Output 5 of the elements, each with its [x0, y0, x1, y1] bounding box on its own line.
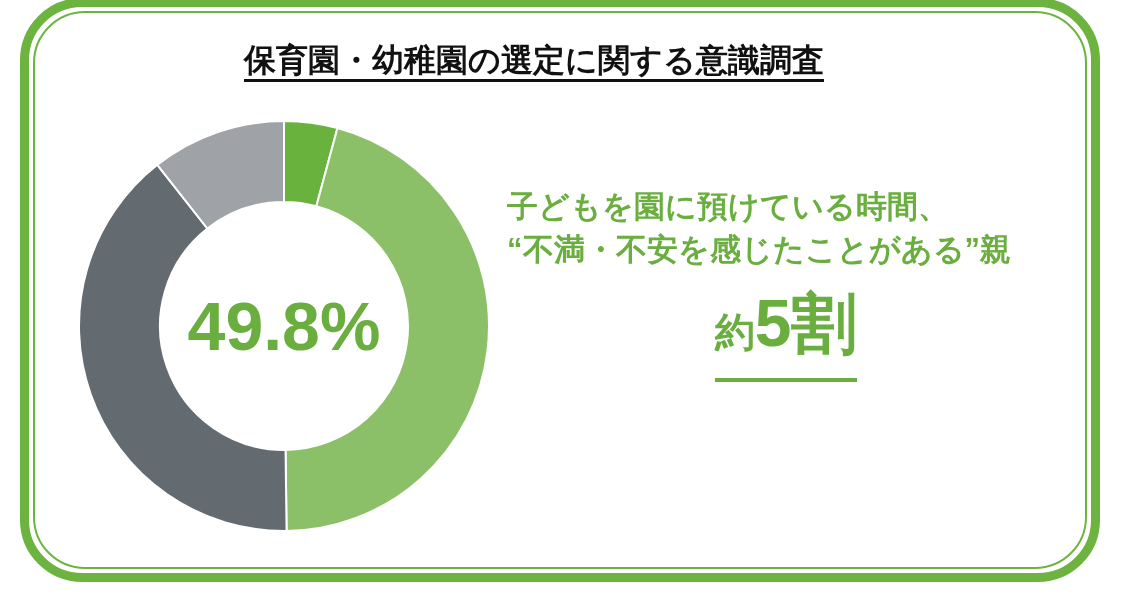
text: 子どもを園に預けている時間、 — [507, 189, 949, 224]
chart-title: 保育園・幼稚園の選定に関する意識調査 — [244, 42, 824, 78]
text: “不満・不安を感じたことがある”親 — [507, 232, 1011, 267]
text: 約5割 — [714, 286, 858, 360]
text: 49.8% — [187, 288, 381, 364]
